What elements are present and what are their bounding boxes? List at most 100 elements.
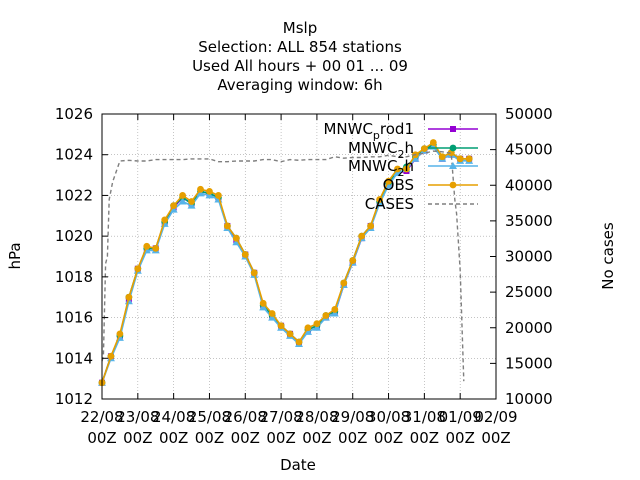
data-point <box>197 185 204 193</box>
legend-label-rest: h <box>404 157 414 175</box>
legend-label-rest: rod1 <box>380 120 414 138</box>
data-point <box>125 293 133 301</box>
x-tick-label-hour: 00Z <box>374 429 403 447</box>
data-point <box>178 197 187 205</box>
data-point <box>277 322 285 330</box>
series-line <box>101 143 470 383</box>
x-tick-label-date: 28/08 <box>295 408 338 426</box>
data-point <box>169 205 178 213</box>
legend-label-main: MNWC <box>348 157 397 175</box>
data-point <box>196 189 205 197</box>
x-tick-label-date: 23/08 <box>116 408 159 426</box>
x-tick-label-date: 29/08 <box>331 408 374 426</box>
data-point <box>449 181 457 189</box>
title-line-4: Averaging window: 6h <box>217 76 382 94</box>
x-tick-label-date: 24/08 <box>152 408 195 426</box>
series-cases <box>101 150 465 382</box>
data-point <box>313 320 321 328</box>
x-tick-label-hour: 00Z <box>445 429 474 447</box>
data-point <box>465 155 473 163</box>
data-point <box>116 330 124 338</box>
legend-label-subscript: 2 <box>397 148 404 161</box>
data-point <box>450 126 456 132</box>
data-point <box>161 216 169 224</box>
series-obs <box>98 139 473 387</box>
data-point <box>152 244 160 252</box>
series-mnwc-2h <box>98 141 473 387</box>
y2-axis-ticks: 10000 15000 20000 25000 30000 35000 40000 45000… <box>490 105 553 408</box>
title-line-1: Mslp <box>283 19 317 37</box>
y-tick-label: 1014 <box>55 349 93 367</box>
title-line-3: Used All hours + 00 01 ... 09 <box>192 57 408 75</box>
series-mnwc-prod1 <box>99 141 473 386</box>
data-point <box>349 257 357 264</box>
data-point <box>358 232 366 240</box>
y2-axis-label: No cases <box>599 222 617 290</box>
legend-label-main: MNWC <box>348 139 397 157</box>
y-tick-label: 1026 <box>55 105 93 123</box>
data-point <box>295 338 303 346</box>
data-point <box>286 330 294 338</box>
y-tick-label: 1024 <box>55 146 93 164</box>
legend-label-subscript: p <box>373 129 380 142</box>
series-line <box>101 143 470 383</box>
legend-label: MNWC2h <box>348 139 414 161</box>
x-tick-label-date: 22/08 <box>80 408 123 426</box>
data-point <box>268 310 276 317</box>
data-point <box>188 198 195 205</box>
grid <box>101 113 497 400</box>
legend-label: MNWC2h <box>348 157 414 179</box>
y2-tick-label: 50000 <box>505 105 553 123</box>
x-axis-label: Date <box>280 456 316 474</box>
x-tick-label-hour: 00Z <box>231 429 260 447</box>
data-point <box>134 265 142 273</box>
series-mnwc-2h-b <box>98 142 474 386</box>
y-axis-label: hPa <box>6 242 24 269</box>
data-point <box>411 154 420 162</box>
x-tick-label-hour: 00Z <box>302 429 331 447</box>
x-tick-label-date: 02/09 <box>474 408 517 426</box>
x-tick-label-date: 27/08 <box>259 408 302 426</box>
y2-tick-label: 40000 <box>505 176 553 194</box>
series-line <box>101 145 470 383</box>
y2-tick-label: 25000 <box>505 283 553 301</box>
x-tick-label-hour: 00Z <box>481 429 510 447</box>
x-tick-label-hour: 00Z <box>410 429 439 447</box>
y-axis-ticks: 1012 1014 1016 1018 1020 1022 1024 1026 <box>55 105 108 408</box>
y2-tick-label: 35000 <box>505 212 553 230</box>
plot-series <box>98 139 474 387</box>
data-point <box>367 222 375 230</box>
data-point <box>304 324 312 332</box>
x-tick-label-hour: 00Z <box>87 429 116 447</box>
x-tick-label-hour: 00Z <box>195 429 224 447</box>
chart-title: Mslp Selection: ALL 854 stations Used Al… <box>192 19 408 94</box>
data-point <box>232 234 240 242</box>
data-point <box>206 187 213 195</box>
data-point <box>241 251 249 258</box>
title-line-2: Selection: ALL 854 stations <box>198 38 402 56</box>
y-tick-label: 1022 <box>55 186 93 204</box>
x-tick-label-date: 01/09 <box>439 408 482 426</box>
legend-label: CASES <box>365 195 414 213</box>
y2-tick-label: 30000 <box>505 248 553 266</box>
legend-label-subscript: 2 <box>397 166 404 179</box>
data-point <box>187 201 196 209</box>
data-point <box>340 279 348 287</box>
data-point <box>394 165 401 173</box>
data-point <box>223 222 231 230</box>
series-line <box>101 150 465 382</box>
data-point <box>259 303 268 311</box>
legend-label: MNWCprod1 <box>323 120 414 142</box>
y-tick-label: 1012 <box>55 390 93 408</box>
x-tick-label-date: 26/08 <box>224 408 267 426</box>
data-point <box>330 309 339 317</box>
x-tick-label-hour: 00Z <box>123 429 152 447</box>
data-point <box>205 191 214 199</box>
data-point <box>107 352 115 360</box>
data-point <box>268 313 277 321</box>
data-point <box>312 323 321 331</box>
legend-label-main: OBS <box>383 176 414 194</box>
y2-tick-label: 20000 <box>505 319 553 337</box>
